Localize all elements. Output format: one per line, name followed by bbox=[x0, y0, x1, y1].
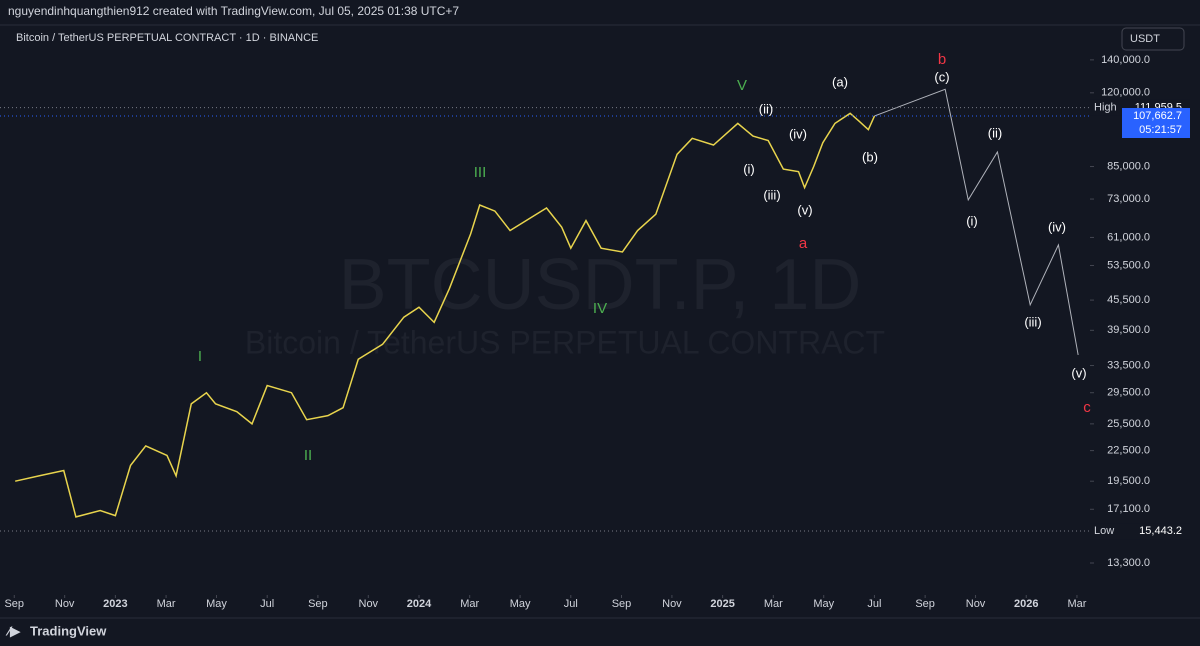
y-tick-label: 33,500.0 bbox=[1107, 359, 1150, 371]
y-tick-label: 85,000.0 bbox=[1107, 160, 1150, 172]
y-tick-label: 120,000.0 bbox=[1101, 87, 1150, 99]
wave-label: (ii) bbox=[988, 125, 1002, 140]
wave-label: a bbox=[799, 235, 808, 252]
y-tick-label: 13,300.0 bbox=[1107, 557, 1150, 569]
x-tick-label: Sep bbox=[4, 598, 24, 610]
y-tick-label: 39,500.0 bbox=[1107, 324, 1150, 336]
price-tag-label: High bbox=[1094, 102, 1117, 114]
wave-label: (iv) bbox=[789, 126, 807, 141]
x-tick-label: Nov bbox=[966, 598, 986, 610]
wave-label: V bbox=[737, 77, 747, 94]
y-tick-label: 29,500.0 bbox=[1107, 387, 1150, 399]
y-tick-label: 140,000.0 bbox=[1101, 54, 1150, 66]
x-tick-label: 2023 bbox=[103, 598, 127, 610]
countdown: 05:21:57 bbox=[1139, 124, 1182, 136]
header: nguyendinhquangthien912 created with Tra… bbox=[8, 4, 459, 18]
price-tag bbox=[1090, 99, 1122, 116]
logo: ⁄▶ bbox=[5, 623, 21, 638]
wave-label: (iv) bbox=[1048, 219, 1066, 234]
wave-label: (a) bbox=[832, 74, 848, 89]
price-line bbox=[874, 88, 1079, 356]
wave-label: c bbox=[1083, 399, 1091, 416]
footer: TradingView bbox=[30, 623, 107, 638]
wave-label: I bbox=[198, 348, 202, 365]
wave-label: (i) bbox=[743, 161, 755, 176]
price-line bbox=[15, 112, 876, 518]
x-tick-label: Nov bbox=[662, 598, 682, 610]
y-tick-label: 61,000.0 bbox=[1107, 231, 1150, 243]
x-tick-label: Jul bbox=[867, 598, 881, 610]
x-tick-label: Mar bbox=[1067, 598, 1086, 610]
x-tick-label: 2024 bbox=[407, 598, 432, 610]
x-tick-label: Nov bbox=[55, 598, 75, 610]
watermark: BTCUSDT.P, 1D bbox=[339, 245, 862, 325]
y-tick-label: 22,500.0 bbox=[1107, 445, 1150, 457]
y-tick-label: 53,500.0 bbox=[1107, 259, 1150, 271]
wave-label: III bbox=[474, 164, 487, 181]
y-tick-label: 73,000.0 bbox=[1107, 193, 1150, 205]
price-label: 15,443.2 bbox=[1139, 525, 1182, 537]
x-tick-label: Jul bbox=[260, 598, 274, 610]
x-tick-label: Sep bbox=[915, 598, 935, 610]
x-tick-label: Mar bbox=[460, 598, 479, 610]
x-tick-label: May bbox=[206, 598, 227, 610]
x-tick-label: 2026 bbox=[1014, 598, 1038, 610]
wave-label: (c) bbox=[934, 69, 949, 84]
wave-label: IV bbox=[593, 300, 607, 317]
x-tick-label: May bbox=[510, 598, 531, 610]
wave-label: b bbox=[938, 51, 946, 68]
currency: USDT bbox=[1130, 33, 1160, 45]
price-label: 107,662.7 bbox=[1133, 110, 1182, 122]
wave-label: (v) bbox=[797, 202, 812, 217]
chart-title: Bitcoin / TetherUS PERPETUAL CONTRACT · … bbox=[16, 32, 318, 44]
wave-label: (iii) bbox=[1024, 314, 1041, 329]
x-tick-label: Sep bbox=[308, 598, 328, 610]
price-tag-label: Low bbox=[1094, 525, 1114, 537]
wave-label: (v) bbox=[1071, 365, 1086, 380]
x-tick-label: Sep bbox=[612, 598, 632, 610]
x-tick-label: 2025 bbox=[710, 598, 734, 610]
x-tick-label: Mar bbox=[764, 598, 783, 610]
x-tick-label: May bbox=[813, 598, 834, 610]
y-tick-label: 19,500.0 bbox=[1107, 475, 1150, 487]
y-tick-label: 17,100.0 bbox=[1107, 503, 1150, 515]
x-tick-label: Nov bbox=[359, 598, 379, 610]
price-tag bbox=[1090, 523, 1122, 540]
price-box bbox=[1122, 523, 1190, 540]
wave-label: (iii) bbox=[763, 187, 780, 202]
x-tick-label: Mar bbox=[157, 598, 176, 610]
y-tick-label: 25,500.0 bbox=[1107, 418, 1150, 430]
wave-label: II bbox=[304, 447, 312, 464]
currency-button[interactable] bbox=[1121, 27, 1185, 51]
price-box bbox=[1122, 108, 1190, 139]
wave-label: (ii) bbox=[759, 101, 773, 116]
wave-label: (b) bbox=[862, 149, 878, 164]
wave-label: (i) bbox=[966, 213, 978, 228]
watermark-subtitle: Bitcoin / TetherUS PERPETUAL CONTRACT bbox=[245, 324, 885, 360]
y-tick-label: 45,500.0 bbox=[1107, 294, 1150, 306]
x-tick-label: Jul bbox=[564, 598, 578, 610]
